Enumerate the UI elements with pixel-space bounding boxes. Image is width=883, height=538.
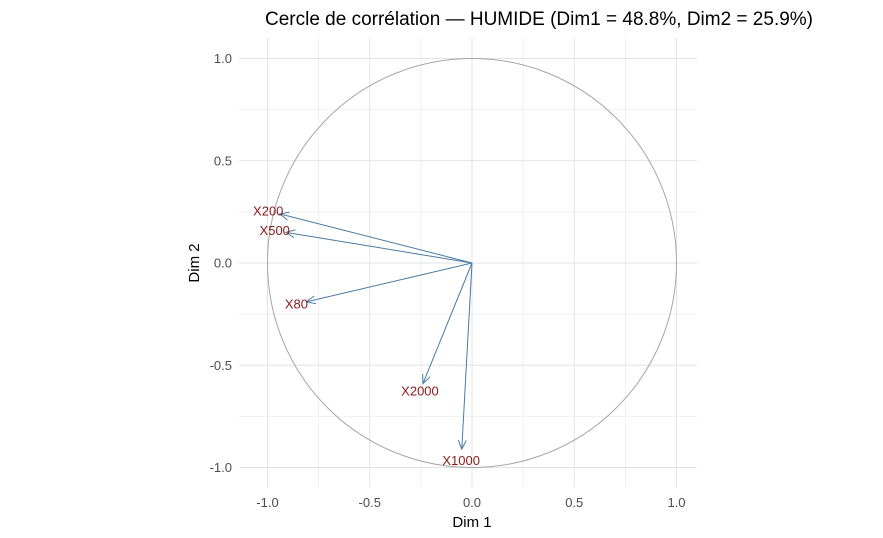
x-axis-title: Dim 1 — [452, 514, 491, 531]
x-tick-label: 0.0 — [463, 495, 481, 510]
label-x1000: X1000 — [442, 453, 480, 468]
label-x2000: X2000 — [401, 383, 439, 398]
unit-circle — [267, 58, 677, 468]
y-tick-label: 1.0 — [214, 51, 232, 66]
arrows — [280, 214, 473, 449]
x-tick-label: 1.0 — [667, 495, 685, 510]
x-tick-label: 0.5 — [565, 495, 583, 510]
y-axis-title: Dim 2 — [186, 243, 203, 282]
chart-title: Cercle de corrélation — HUMIDE (Dim1 = 4… — [265, 9, 813, 30]
y-tick-label: -0.5 — [210, 358, 232, 373]
arrow-x500 — [286, 232, 473, 264]
label-x200: X200 — [253, 203, 283, 218]
arrow-x1000 — [462, 262, 473, 449]
y-tick-label: 0.5 — [214, 153, 232, 168]
x-tick-label: -0.5 — [359, 495, 381, 510]
variable-labels: X200 X500 X80 X2000 X1000 — [253, 203, 480, 467]
y-tick-label: -1.0 — [210, 460, 232, 475]
x-tick-label: -1.0 — [256, 495, 278, 510]
tick-labels: -1.0 -0.5 0.0 0.5 1.0 1.0 0.5 0.0 -0.5 -1.0 — [210, 51, 686, 510]
label-x80: X80 — [285, 297, 308, 312]
label-x500: X500 — [260, 223, 290, 238]
arrow-x2000 — [423, 262, 473, 384]
circle-layer — [267, 58, 677, 468]
arrow-x200 — [280, 214, 473, 264]
y-tick-label: 0.0 — [214, 256, 232, 271]
arrow-x80 — [306, 262, 473, 302]
